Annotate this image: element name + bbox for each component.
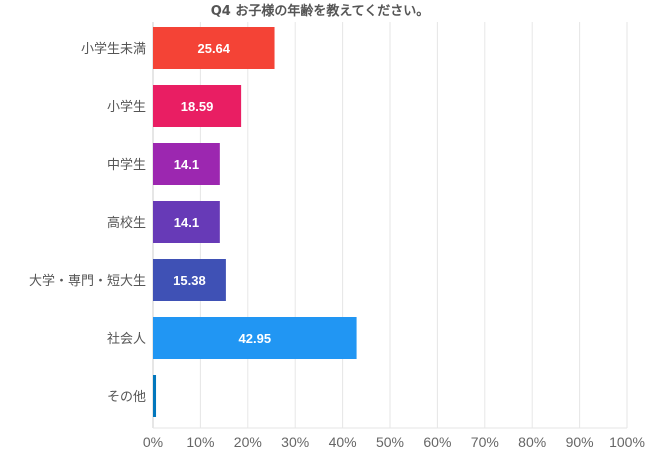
bar [153,201,220,243]
bar [153,27,275,69]
category-label: 中学生 [107,157,146,173]
x-tick-label: 10% [186,434,214,450]
x-tick-label: 20% [234,434,262,450]
x-tick-label: 50% [376,434,404,450]
bar [153,317,357,359]
x-tick-label: 70% [471,434,499,450]
bar [153,375,157,417]
data-label: 18.59 [181,99,214,114]
bar [153,259,226,301]
data-label: 15.38 [173,273,206,288]
category-label: 小学生 [107,99,146,115]
chart-title: Q4 お子様の年齢を教えてください。 [211,3,430,19]
x-tick-label: 40% [329,434,357,450]
x-tick-label: 60% [423,434,451,450]
category-label: その他 [107,390,146,405]
category-label: 小学生未満 [81,41,146,57]
x-tick-label: 100% [609,434,645,450]
x-tick-label: 30% [281,434,309,450]
x-tick-label: 80% [518,434,546,450]
data-label: 14.1 [174,157,199,172]
data-label: 25.64 [197,41,230,56]
bar [153,85,242,127]
bar [153,143,220,185]
category-label: 高校生 [107,215,146,231]
data-label: 42.95 [239,331,272,346]
category-label: 大学・専門・短大生 [29,273,146,289]
x-tick-label: 0% [143,434,163,450]
category-label: 社会人 [107,331,146,347]
data-label: 14.1 [174,215,199,230]
x-tick-label: 90% [566,434,594,450]
